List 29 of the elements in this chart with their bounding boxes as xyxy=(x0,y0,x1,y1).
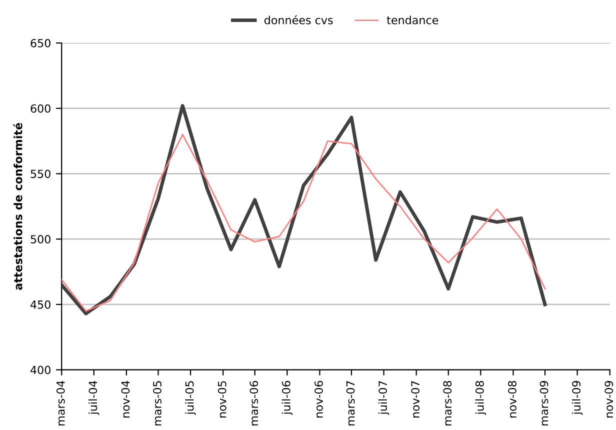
y-tick-label: 500 xyxy=(30,235,50,244)
x-tick-label: nov-04 xyxy=(121,380,130,418)
x-tick-label: nov-06 xyxy=(314,380,323,418)
x-tick-label: nov-09 xyxy=(604,381,614,418)
y-axis-title: attestations de conformité xyxy=(13,122,22,290)
y-tick-label: 650 xyxy=(30,38,50,48)
x-tick-label: juil-04 xyxy=(88,380,100,415)
x-tick-label: mars-07 xyxy=(346,381,355,426)
line-series xyxy=(62,134,546,312)
x-tick-label: nov-05 xyxy=(218,381,226,418)
y-tick-label: 550 xyxy=(30,170,50,178)
x-tick-label: juil-07 xyxy=(378,381,390,415)
line-series xyxy=(62,104,547,316)
x-tick-label: juil-09 xyxy=(572,380,583,415)
legend-label: tendance xyxy=(386,16,438,24)
y-tick-label: 600 xyxy=(30,104,50,113)
x-tick-label: mars-05 xyxy=(153,381,162,426)
x-tick-label: juil-08 xyxy=(475,380,486,415)
y-tick-label: 400 xyxy=(30,366,50,374)
x-tick-label: mars-08 xyxy=(443,380,452,426)
x-tick-label: mars-09 xyxy=(540,380,548,426)
x-tick-label: nov-08 xyxy=(508,380,516,418)
y-tick-label: 450 xyxy=(30,300,50,309)
x-tick-label: nov-07 xyxy=(411,381,420,418)
x-tick-label: mars-04 xyxy=(56,380,65,426)
x-tick-label: juil-05 xyxy=(185,381,196,415)
x-tick-label: mars-06 xyxy=(250,380,258,426)
x-tick-label: juil-06 xyxy=(282,380,293,415)
legend-label: données cvs xyxy=(264,15,333,24)
